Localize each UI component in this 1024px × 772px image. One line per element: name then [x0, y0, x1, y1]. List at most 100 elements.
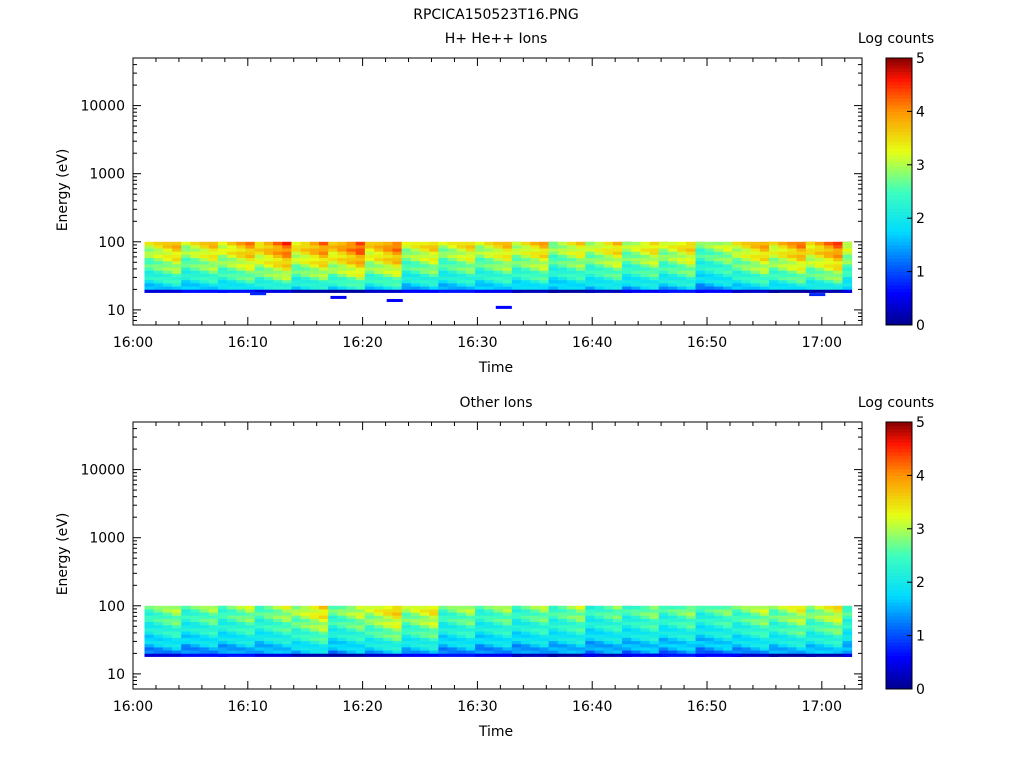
heatmap-cell: [704, 279, 715, 284]
heatmap-cell: [263, 608, 274, 613]
heatmap-cell: [420, 279, 430, 284]
y-tick-label: 10000: [80, 463, 125, 479]
heatmap-cell: [796, 647, 807, 651]
heatmap-cell: [631, 643, 641, 648]
heatmap-cell: [814, 254, 825, 259]
heatmap-cell: [475, 251, 485, 255]
heatmap-cell: [383, 270, 393, 274]
heatmap-cell: [677, 270, 687, 274]
heatmap-cell: [447, 273, 458, 278]
heatmap-cell: [833, 621, 843, 626]
colorbar-swatch: [886, 141, 912, 146]
heatmap-cell: [704, 631, 715, 635]
heatmap-cell: [539, 267, 549, 271]
colorbar-swatch: [886, 281, 912, 286]
heatmap-cell: [172, 624, 182, 629]
heatmap-cell: [309, 257, 320, 262]
colorbar-swatch: [886, 482, 912, 486]
heatmap-cell: [300, 289, 311, 293]
heatmap-cell: [548, 631, 559, 635]
heatmap-cell: [658, 627, 669, 632]
heatmap-cell: [475, 637, 485, 642]
heatmap-cell: [833, 640, 843, 645]
heatmap-cell: [842, 270, 853, 274]
heatmap-cell: [677, 286, 687, 290]
heatmap-cell: [337, 627, 347, 632]
heatmap-cell: [557, 624, 568, 629]
heatmap-cell: [217, 612, 228, 616]
heatmap-cell: [438, 650, 448, 654]
heatmap-cell: [612, 283, 623, 287]
colorbar-swatch: [886, 291, 912, 296]
heatmap-cell: [364, 267, 375, 271]
heatmap-cell: [539, 637, 549, 642]
heatmap-cell: [162, 615, 173, 619]
heatmap-cell: [475, 618, 485, 623]
heatmap-cell: [465, 279, 476, 284]
heatmap-cell: [465, 267, 476, 271]
heatmap-cell: [346, 615, 357, 619]
heatmap-cell: [420, 653, 430, 657]
heatmap-cell: [199, 650, 210, 654]
heatmap-cell: [704, 283, 715, 287]
colorbar-swatch: [886, 168, 912, 172]
heatmap-cell: [649, 270, 660, 274]
heatmap-cell: [732, 640, 742, 645]
heatmap-cell: [511, 627, 522, 632]
heatmap-cell: [658, 621, 669, 626]
heatmap-cell: [649, 254, 660, 259]
heatmap-cell: [723, 605, 733, 610]
heatmap-cell: [695, 621, 706, 626]
heatmap-cell: [539, 608, 549, 613]
heatmap-cell: [410, 624, 421, 629]
heatmap-cell: [374, 248, 384, 252]
heatmap-cell: [585, 283, 595, 287]
heatmap-cell: [686, 647, 696, 651]
heatmap-cell: [557, 653, 568, 657]
heatmap-cell: [447, 254, 458, 259]
heatmap-cell: [144, 241, 155, 246]
heatmap-cell: [254, 244, 265, 249]
heatmap-cell: [475, 263, 485, 268]
heatmap-cell: [695, 241, 706, 246]
heatmap-cell: [649, 618, 660, 623]
heatmap-cell: [539, 244, 549, 249]
heatmap-cell: [833, 270, 843, 274]
heatmap-cell: [374, 286, 384, 290]
heatmap-cell: [539, 612, 549, 616]
heatmap-cell: [263, 605, 274, 610]
heatmap-cell: [355, 248, 366, 252]
heatmap-cell: [199, 627, 210, 632]
heatmap-cell: [465, 276, 476, 281]
colorbar-swatch: [886, 171, 912, 176]
heatmap-cell: [585, 605, 595, 610]
heatmap-cell: [383, 627, 393, 632]
heatmap-cell: [300, 254, 311, 259]
heatmap-cell: [484, 624, 494, 629]
colorbar-swatch: [886, 258, 912, 263]
heatmap-cell: [374, 618, 384, 623]
heatmap-cell: [741, 289, 752, 293]
heatmap-cell: [438, 263, 448, 268]
heatmap-cell: [447, 653, 458, 657]
heatmap-cell: [227, 244, 237, 249]
colorbar-swatch: [886, 648, 912, 653]
heatmap-cell: [502, 618, 513, 623]
heatmap-cell: [153, 260, 164, 265]
heatmap-cell: [383, 634, 393, 638]
heatmap-cell: [677, 640, 687, 645]
heatmap-cell: [291, 643, 302, 648]
heatmap-cell: [374, 612, 384, 616]
heatmap-cell: [153, 631, 164, 635]
heatmap-cell: [622, 624, 632, 629]
colorbar-swatch: [886, 565, 912, 570]
heatmap-cell: [337, 244, 347, 249]
heatmap-cell: [355, 286, 366, 290]
colorbar-swatch: [886, 61, 912, 66]
heatmap-cell: [677, 624, 687, 629]
heatmap-cell: [759, 647, 770, 651]
heatmap-cell: [153, 248, 164, 252]
heatmap-cell: [309, 263, 320, 268]
heatmap-cell: [144, 612, 155, 616]
heatmap-cell: [539, 640, 549, 645]
